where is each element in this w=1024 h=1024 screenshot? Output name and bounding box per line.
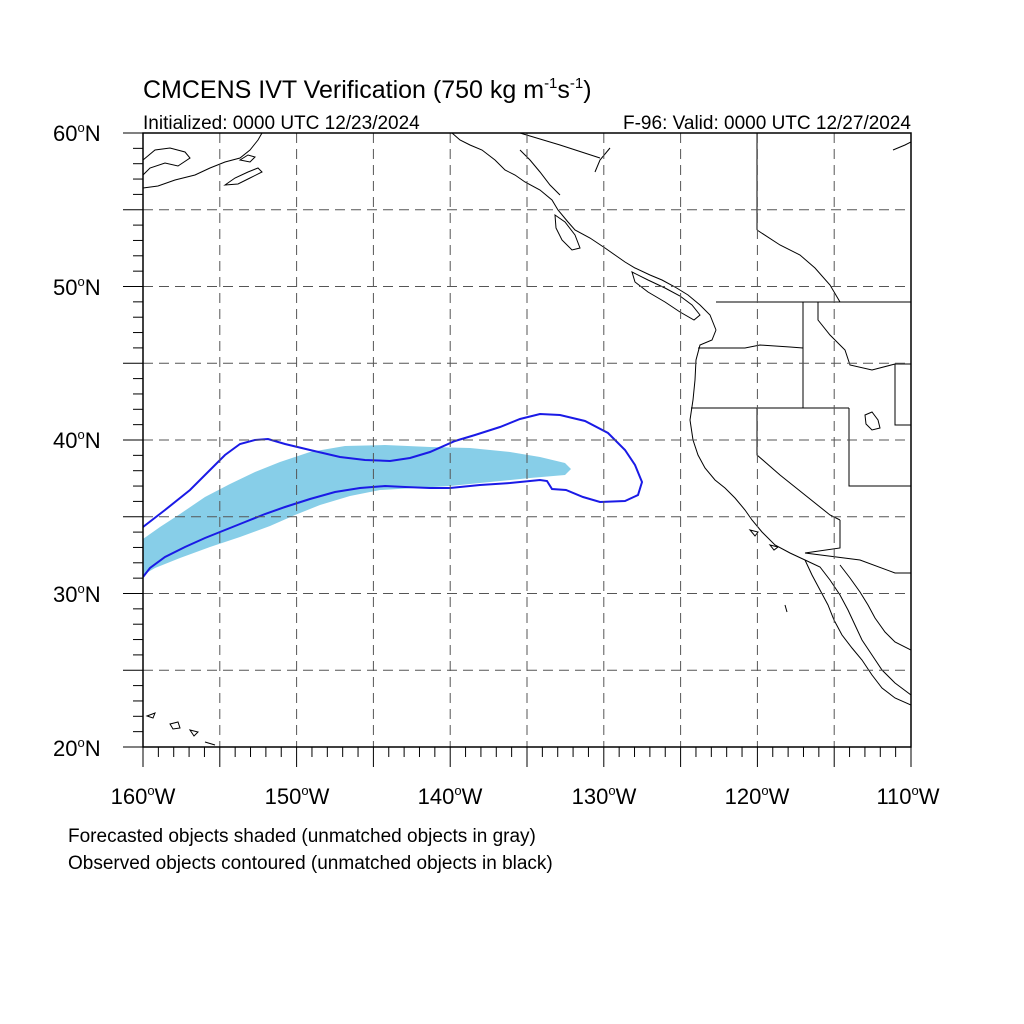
lat-label: 20oN — [53, 735, 101, 761]
caption-observed: Observed objects contoured (unmatched ob… — [68, 853, 553, 874]
title-main: CMCENS IVT Verification (750 kg m — [143, 76, 544, 104]
title-mid: s — [557, 76, 570, 104]
latitude-labels: 60oN 50oN 40oN 30oN 20oN — [53, 120, 101, 761]
valid-time-label: F-96: Valid: 0000 UTC 12/27/2024 — [623, 113, 911, 134]
longitude-labels: 160oW 150oW 140oW 130oW 120oW 110oW — [111, 783, 940, 809]
lon-label: 140oW — [418, 783, 483, 809]
lat-label: 50oN — [53, 274, 101, 300]
map-title: CMCENS IVT Verification (750 kg m-1s-1) — [143, 75, 592, 104]
lon-label: 120oW — [725, 783, 790, 809]
lat-label: 40oN — [53, 427, 101, 453]
lon-label: 150oW — [265, 783, 330, 809]
title-suffix: ) — [583, 76, 591, 104]
grid-lines — [143, 133, 911, 747]
title-sup1: -1 — [544, 75, 557, 92]
lat-label: 60oN — [53, 120, 101, 146]
title-sup2: -1 — [570, 75, 583, 92]
axis-ticks — [123, 132, 912, 767]
forecast-ivt-object — [143, 445, 571, 575]
lat-label: 30oN — [53, 581, 101, 607]
observed-ivt-contour — [143, 412, 644, 578]
lon-label: 110oW — [876, 783, 939, 809]
caption-forecast: Forecasted objects shaded (unmatched obj… — [68, 826, 536, 847]
coastlines — [143, 133, 911, 746]
lon-label: 130oW — [572, 783, 637, 809]
init-time-label: Initialized: 0000 UTC 12/23/2024 — [143, 113, 420, 134]
lon-label: 160oW — [111, 783, 176, 809]
